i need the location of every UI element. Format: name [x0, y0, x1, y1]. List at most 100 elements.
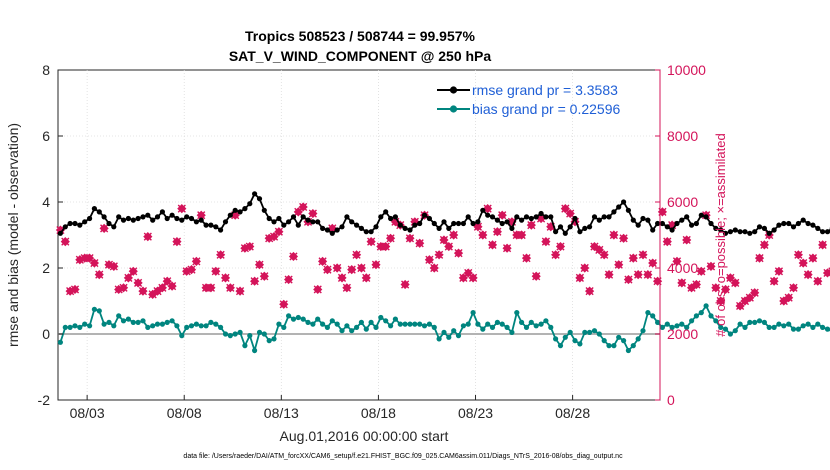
- rmse-point: [373, 224, 379, 230]
- rmse-point: [426, 215, 432, 222]
- rmse-point: [470, 220, 476, 227]
- obs-count-point: [745, 293, 755, 303]
- rmse-point: [718, 227, 724, 233]
- obs-count-point: [216, 250, 226, 260]
- bias-point: [271, 336, 277, 342]
- y-left-tick-label: 0: [42, 326, 50, 342]
- bias-point: [310, 321, 316, 327]
- bias-point: [242, 343, 248, 349]
- bias-point: [494, 319, 500, 325]
- rmse-point: [431, 220, 437, 227]
- legend-rmse-marker: [449, 86, 458, 94]
- bias-point: [261, 331, 267, 337]
- rmse-point: [320, 225, 326, 231]
- bias-point: [800, 323, 806, 329]
- bias-point: [475, 321, 481, 327]
- rmse-point: [630, 217, 636, 223]
- y-right-tick-label: 4000: [667, 260, 698, 276]
- obs-count-point: [274, 227, 284, 237]
- rmse-point: [392, 214, 398, 220]
- bias-point: [543, 318, 549, 324]
- rmse-point: [67, 220, 73, 227]
- x-tick-label: 08/23: [458, 405, 493, 421]
- rmse-point: [247, 201, 253, 207]
- axis-ticks: 08/03 08/08 08/13 08/18 08/23 08/28 -2 0 2 4 6 8 0 20…: [38, 62, 707, 421]
- bias-point: [334, 321, 340, 327]
- rmse-point: [669, 227, 675, 233]
- y-left-tick-label: 8: [42, 62, 50, 78]
- bias-point: [650, 313, 656, 319]
- bias-point: [237, 329, 243, 335]
- bias-point: [354, 324, 360, 330]
- legend-rmse-label: rmse grand pr = 3.3583: [472, 82, 618, 98]
- rmse-point: [509, 225, 515, 231]
- rmse-point: [621, 199, 627, 205]
- bias-point: [689, 318, 695, 324]
- bias-point: [693, 313, 700, 319]
- rmse-point: [203, 222, 209, 228]
- bias-point: [451, 328, 457, 334]
- rmse-point: [354, 222, 360, 228]
- rmse-point: [315, 219, 321, 225]
- rmse-point: [412, 222, 418, 228]
- obs-count-point: [94, 270, 104, 280]
- obs-count-point: [133, 278, 143, 288]
- bias-point: [465, 321, 471, 327]
- bias-point: [320, 321, 326, 327]
- rmse-point: [77, 222, 83, 228]
- obs-count-point: [211, 266, 221, 276]
- rmse-point: [587, 224, 593, 230]
- rmse-point: [698, 212, 704, 218]
- rmse-point: [120, 217, 127, 223]
- bias-point: [96, 308, 102, 314]
- rmse-point: [582, 225, 588, 231]
- obs-count-point: [793, 250, 803, 260]
- rmse-point: [421, 212, 428, 218]
- rmse-point: [786, 220, 792, 227]
- bias-point: [815, 321, 821, 327]
- bias-point: [504, 324, 510, 330]
- obs-count-point: [483, 204, 493, 214]
- rmse-point: [324, 227, 330, 233]
- y-right-tick-label: 0: [667, 392, 675, 408]
- rmse-point: [674, 220, 680, 227]
- rmse-point: [111, 224, 117, 230]
- obs-count-point: [803, 270, 813, 280]
- obs-count-point: [381, 241, 391, 252]
- rmse-point: [776, 222, 782, 228]
- rmse-point: [625, 207, 632, 213]
- bias-point: [708, 313, 714, 319]
- rmse-point: [460, 220, 466, 227]
- bias-point: [402, 321, 408, 327]
- bias-point: [630, 343, 636, 349]
- bias-point: [218, 324, 224, 330]
- bias-point: [378, 314, 384, 321]
- rmse-point: [562, 230, 568, 236]
- bias-point: [489, 324, 496, 330]
- bias-point: [514, 310, 520, 316]
- rmse-point: [62, 224, 68, 230]
- y-right-tick-label: 10000: [667, 62, 706, 78]
- bias-point: [111, 323, 117, 329]
- bias-point: [727, 331, 734, 337]
- bias-point: [577, 341, 583, 347]
- rmse-point: [222, 219, 229, 225]
- rmse-point: [611, 209, 617, 215]
- bias-point: [392, 316, 398, 322]
- obs-count-point: [643, 270, 653, 280]
- rmse-point: [188, 215, 195, 222]
- y-right-tick-label: 8000: [667, 128, 698, 144]
- rmse-point: [174, 215, 180, 222]
- bias-point: [795, 326, 802, 332]
- bias-point: [625, 347, 632, 354]
- rmse-point: [407, 227, 413, 233]
- y-axis-right-label: # of obs: o=possible; ×=assimilated: [713, 133, 728, 336]
- bias-point: [557, 343, 564, 349]
- rmse-point: [577, 229, 583, 235]
- bias-point: [407, 321, 413, 327]
- obs-count-point: [604, 270, 614, 280]
- bias-point: [431, 324, 437, 330]
- bias-point: [538, 321, 544, 327]
- obs-count-point: [560, 204, 570, 214]
- bias-point: [193, 321, 199, 327]
